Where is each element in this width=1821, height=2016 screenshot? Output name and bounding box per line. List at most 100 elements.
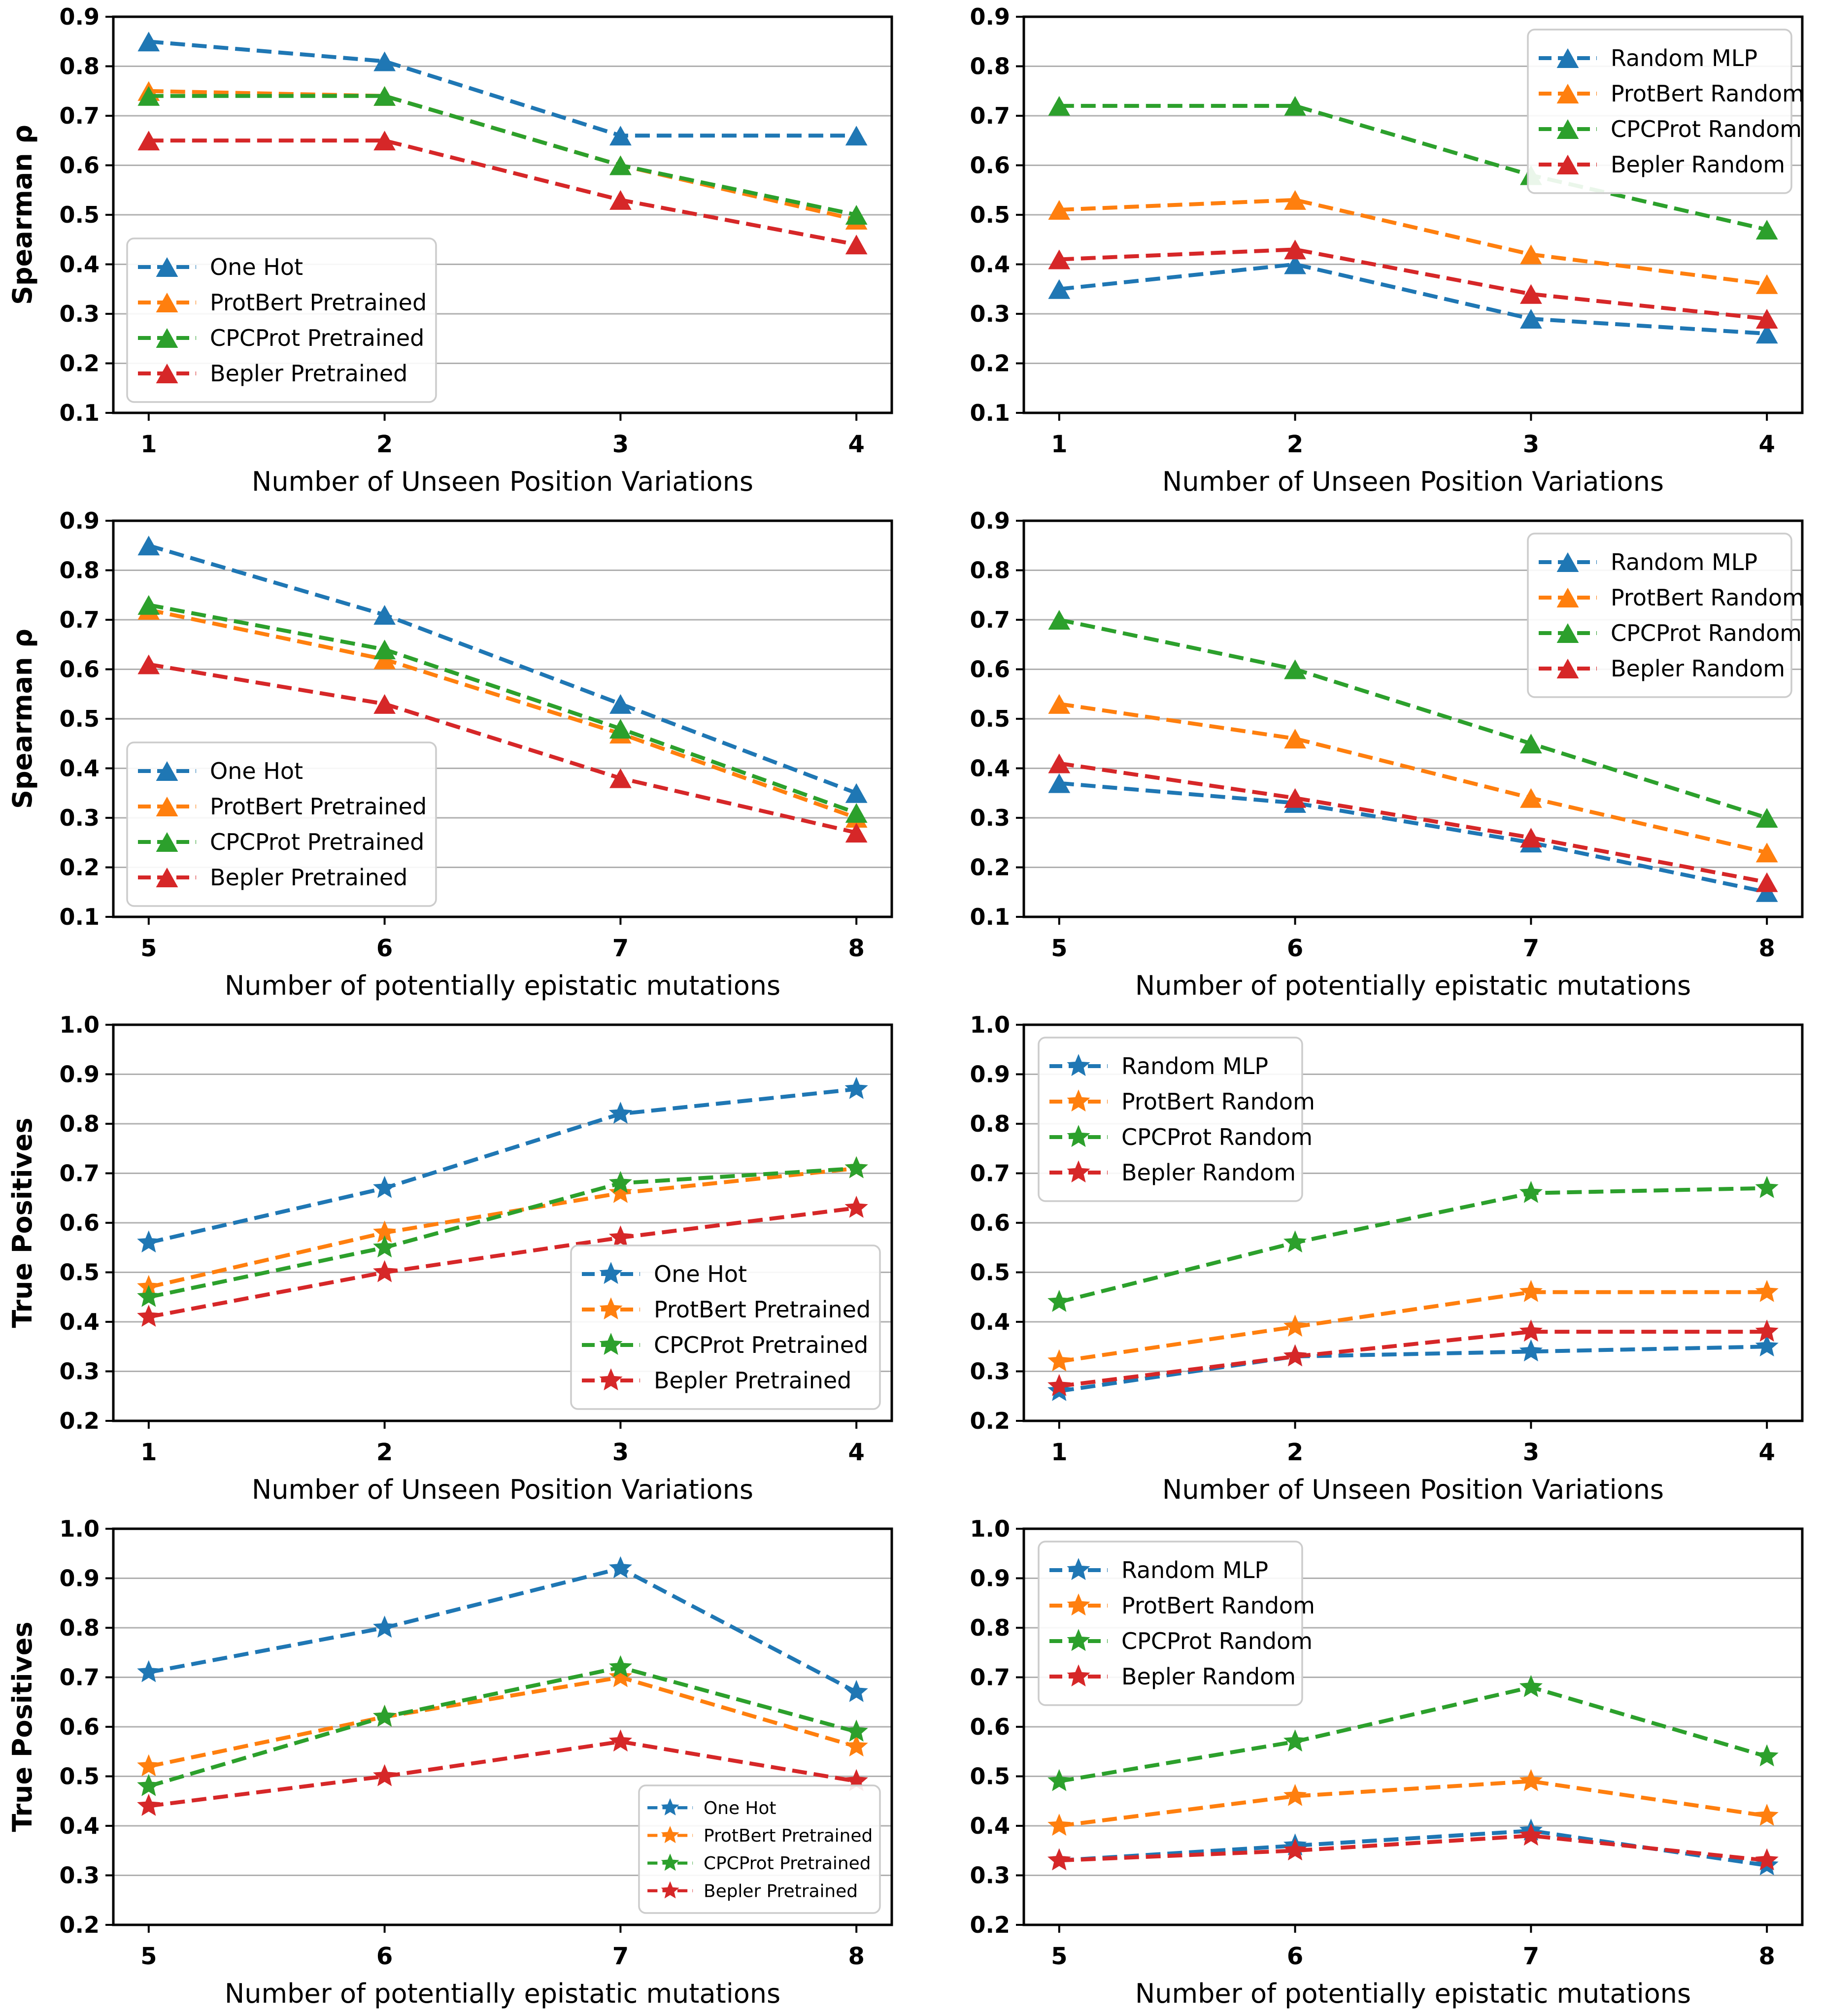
y-axis-label: True Positives bbox=[7, 1621, 38, 1832]
y-tick-label: 0.3 bbox=[60, 805, 100, 831]
legend-marker bbox=[1067, 1089, 1090, 1112]
legend: One Hot ProtBert Pretrained CPCProt Pretra… bbox=[570, 1244, 881, 1410]
y-tick-label: 0.3 bbox=[970, 301, 1011, 327]
data-point-protbert-random bbox=[1283, 1314, 1307, 1337]
chart-truepos-unseen-pretrained: 0.2 0.3 0.4 0.5 0.6 0.7 0.8 0.9 1.0 1 2 3 4 Number of… bbox=[0, 1008, 910, 1512]
x-tick-label: 4 bbox=[848, 431, 864, 458]
legend-marker bbox=[156, 761, 178, 781]
data-point-cpcprot-pretrained bbox=[137, 595, 160, 615]
data-point-protbert-pretrained bbox=[608, 1665, 632, 1687]
data-point-protbert-pretrained bbox=[137, 1754, 161, 1777]
data-point-protbert-random bbox=[1047, 1814, 1071, 1836]
legend-marker bbox=[1067, 1664, 1090, 1687]
data-point-one-hot bbox=[137, 32, 160, 52]
legend-label: CPCProt Random bbox=[1121, 1124, 1313, 1150]
y-tick-label: 0.5 bbox=[970, 706, 1011, 732]
x-tick-label: 6 bbox=[1287, 1943, 1303, 1970]
data-point-protbert-random bbox=[1755, 1804, 1779, 1826]
data-point-bepler-random bbox=[1283, 1838, 1307, 1861]
legend-label: One Hot bbox=[654, 1261, 747, 1287]
legend-label: Bepler Pretrained bbox=[210, 360, 407, 387]
data-point-cpcprot-pretrained bbox=[608, 1655, 632, 1678]
legend: One Hot ProtBert Pretrained CPCProt Pretra… bbox=[126, 237, 437, 403]
chart-truepos-unseen-random: 0.2 0.3 0.4 0.5 0.6 0.7 0.8 0.9 1.0 1 2 3 4 Number of… bbox=[910, 1008, 1821, 1512]
chart-canvas: 0.1 0.2 0.3 0.4 0.5 0.6 0.7 0.8 0.9 1 2 3 4 Number of… bbox=[970, 3, 1804, 497]
x-tick-label: 1 bbox=[140, 1439, 157, 1466]
y-tick-label: 0.3 bbox=[970, 1358, 1011, 1385]
legend-box bbox=[1527, 29, 1792, 194]
data-point-protbert-random bbox=[1519, 244, 1542, 265]
legend-marker bbox=[1556, 119, 1579, 139]
data-point-bepler-random bbox=[1519, 284, 1542, 304]
y-tick-label: 0.4 bbox=[970, 1309, 1011, 1335]
y-tick-label: 0.8 bbox=[60, 1614, 100, 1641]
data-point-bepler-random bbox=[1284, 788, 1307, 808]
x-axis: 1 2 3 4 bbox=[1051, 413, 1775, 458]
legend-label: Bepler Pretrained bbox=[654, 1367, 851, 1394]
legend-label: Bepler Random bbox=[1611, 655, 1785, 682]
x-axis: 1 2 3 4 bbox=[1051, 1421, 1775, 1466]
data-point-one-hot bbox=[373, 605, 396, 625]
y-axis: 0.1 0.2 0.3 0.4 0.5 0.6 0.7 0.8 0.9 bbox=[970, 507, 1024, 930]
data-point-bepler-random bbox=[1519, 1319, 1543, 1342]
data-point-random-mlp bbox=[1048, 773, 1071, 793]
data-point-cpcprot-pretrained bbox=[373, 639, 396, 660]
data-point-one-hot bbox=[373, 51, 396, 71]
series-group bbox=[1048, 96, 1778, 344]
y-tick-label: 0.8 bbox=[60, 557, 100, 584]
legend-marker bbox=[599, 1297, 623, 1320]
series-line-cpcprot-pretrained bbox=[148, 603, 857, 815]
series-line-bepler-random bbox=[1059, 247, 1767, 321]
data-point-protbert-random bbox=[1755, 842, 1778, 863]
y-tick-label: 0.4 bbox=[970, 251, 1011, 278]
data-point-cpcprot-pretrained bbox=[609, 155, 632, 175]
data-point-bepler-pretrained bbox=[137, 1305, 161, 1327]
chart-canvas: 0.2 0.3 0.4 0.5 0.6 0.7 0.8 0.9 1.0 1 2 3 4 Number of… bbox=[970, 1011, 1804, 1505]
x-axis: 1 2 3 4 bbox=[140, 413, 865, 458]
y-tick-label: 0.4 bbox=[60, 251, 100, 278]
y-tick-label: 0.4 bbox=[970, 1813, 1011, 1839]
data-point-cpcprot-pretrained bbox=[373, 1235, 397, 1258]
data-point-protbert-random bbox=[1519, 788, 1542, 808]
legend-label: CPCProt Pretrained bbox=[210, 829, 424, 855]
data-point-cpcprot-pretrained bbox=[137, 1285, 161, 1307]
y-tick-label: 0.6 bbox=[60, 656, 100, 683]
legend-marker bbox=[1067, 1593, 1090, 1616]
data-point-cpcprot-pretrained bbox=[844, 1719, 868, 1742]
legend-label: Bepler Pretrained bbox=[704, 1881, 858, 1901]
legend-marker bbox=[599, 1333, 623, 1355]
legend-label: One Hot bbox=[704, 1798, 776, 1818]
data-point-one-hot bbox=[373, 1615, 397, 1638]
x-tick-label: 2 bbox=[1287, 1439, 1303, 1466]
series-group bbox=[137, 536, 868, 843]
y-tick-label: 0.6 bbox=[60, 1714, 100, 1740]
legend-marker bbox=[156, 868, 178, 887]
y-tick-label: 0.1 bbox=[60, 400, 100, 426]
data-point-protbert-pretrained bbox=[373, 649, 396, 670]
legend-box bbox=[1038, 1037, 1303, 1202]
x-tick-label: 2 bbox=[1287, 431, 1303, 458]
chart-canvas: 0.2 0.3 0.4 0.5 0.6 0.7 0.8 0.9 1.0 5 6 7 8 Number of… bbox=[970, 1515, 1804, 2009]
legend-label: Bepler Random bbox=[1121, 1159, 1296, 1186]
data-point-cpcprot-random bbox=[1519, 1675, 1543, 1697]
series-line-one-hot bbox=[148, 1566, 858, 1694]
series-line-protbert-random bbox=[1059, 702, 1768, 855]
data-point-protbert-random bbox=[1519, 1769, 1543, 1791]
data-point-random-mlp bbox=[1755, 1334, 1779, 1357]
y-tick-label: 0.2 bbox=[970, 854, 1011, 881]
legend-label: Bepler Pretrained bbox=[210, 864, 407, 891]
y-axis: 0.1 0.2 0.3 0.4 0.5 0.6 0.7 0.8 0.9 bbox=[60, 507, 113, 930]
data-point-cpcprot-pretrained bbox=[373, 86, 396, 106]
y-tick-label: 0.8 bbox=[60, 1110, 100, 1137]
y-axis: 0.2 0.3 0.4 0.5 0.6 0.7 0.8 0.9 1.0 bbox=[60, 1515, 113, 1938]
series-group bbox=[1047, 1675, 1779, 1876]
y-tick-label: 0.6 bbox=[60, 1210, 100, 1236]
series-line-protbert-random bbox=[1059, 1779, 1767, 1828]
legend-label: ProtBert Pretrained bbox=[210, 289, 427, 316]
legend-label: Bepler Random bbox=[1611, 151, 1785, 178]
data-point-protbert-random bbox=[1519, 1279, 1543, 1302]
data-point-cpcprot-random bbox=[1283, 1230, 1307, 1253]
y-tick-label: 0.1 bbox=[970, 904, 1011, 930]
x-tick-label: 3 bbox=[1523, 431, 1539, 458]
